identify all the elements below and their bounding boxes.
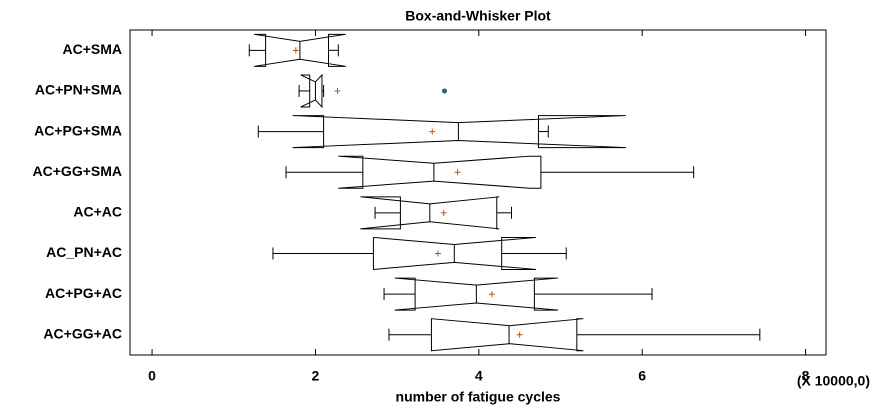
mean-marker: [440, 209, 447, 216]
y-tick-label: AC+GG+AC: [43, 325, 122, 341]
y-tick-label: AC+PG+AC: [45, 285, 122, 301]
x-axis-label: number of fatigue cycles: [396, 389, 561, 405]
x-tick-label: 6: [638, 368, 646, 384]
mean-marker: [334, 87, 341, 94]
y-tick-label: AC+PG+SMA: [34, 122, 122, 138]
notched-box: [300, 73, 323, 109]
notched-box: [430, 318, 584, 352]
mean-marker: [292, 47, 299, 54]
x-tick-label: 8: [802, 368, 810, 384]
notched-box: [338, 155, 542, 189]
plot-frame: [129, 29, 827, 356]
chart-title: Box-and-Whisker Plot: [405, 8, 551, 24]
notched-box: [254, 33, 346, 67]
y-tick-label: AC_PN+AC: [46, 244, 122, 260]
mean-marker: [488, 291, 495, 298]
notched-box: [372, 236, 537, 270]
mean-marker: [434, 250, 441, 257]
notched-box: [292, 115, 626, 149]
mean-marker: [454, 169, 461, 176]
x-tick-label: 2: [312, 368, 320, 384]
y-tick-label: AC+PN+SMA: [35, 82, 122, 98]
notched-box: [360, 196, 500, 230]
x-tick-label: 0: [148, 368, 156, 384]
y-tick-label: AC+AC: [73, 204, 122, 220]
mean-marker: [516, 331, 523, 338]
outlier: [442, 88, 448, 94]
y-tick-label: AC+SMA: [62, 41, 122, 57]
notched-box: [394, 277, 559, 311]
mean-marker: [429, 128, 436, 135]
y-tick-label: AC+GG+SMA: [33, 163, 122, 179]
x-scale-note: (X 10000,0): [797, 373, 870, 389]
x-tick-label: 4: [475, 368, 483, 384]
